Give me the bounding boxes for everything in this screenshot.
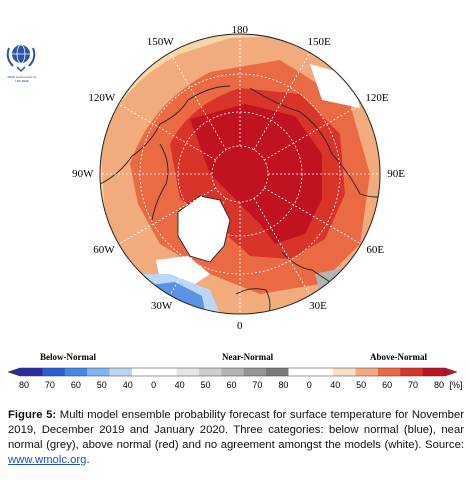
colorbar-swatch <box>422 368 446 376</box>
longitude-label-lon-30e: 30E <box>309 299 327 312</box>
colorbar-tick-label: 80 <box>19 380 29 390</box>
latitude-circle <box>177 111 303 237</box>
colorbar-tick-label: 0 <box>307 380 312 390</box>
longitude-label-lon-90e: 90E <box>387 168 406 180</box>
colorbar-tick-label: 40 <box>330 380 340 390</box>
meridian-line <box>264 103 362 161</box>
colorbar-swatch <box>355 368 379 376</box>
colorbar-swatch <box>176 368 200 376</box>
meridian-line <box>253 52 311 150</box>
longitude-label-lon-120e: 120E <box>365 91 389 104</box>
latitude-circle <box>139 73 341 275</box>
longitude-label-lon-150w: 150W <box>146 36 174 49</box>
near-normal-label: Near-Normal <box>222 352 274 362</box>
longitude-label-lon-120w: 120W <box>88 91 116 104</box>
colorbar-swatch <box>221 368 244 376</box>
figure-label: Figure 5: <box>8 409 57 421</box>
colorbar-swatch <box>310 368 334 376</box>
colorbar-swatch <box>87 368 110 376</box>
figure-caption: Figure 5: Multi model ensemble probabili… <box>8 408 464 468</box>
above-normal-high-probability-region <box>190 104 322 244</box>
colorbar-tick-label: 50 <box>201 380 211 390</box>
latitude-circle <box>211 145 269 203</box>
colorbar-swatch <box>20 368 43 376</box>
map-canvas <box>99 33 381 315</box>
colorbar-max-arrow <box>444 367 458 377</box>
longitude-label-lon-0: 0 <box>237 320 243 333</box>
colorbar-tick-label: 40 <box>123 380 133 390</box>
colorbar-tick-label: 80 <box>278 380 288 390</box>
north-america-coastline <box>100 85 231 185</box>
meridian-line <box>264 187 362 245</box>
colorbar-tick-label: 70 <box>45 380 55 390</box>
colorbar-swatch <box>243 368 267 376</box>
meridian-line <box>253 198 311 296</box>
colorbar-tick-label: 50 <box>356 380 366 390</box>
logo-line-1: WMO Lead Centre for <box>7 75 37 79</box>
wmo-emblem-icon <box>6 44 36 73</box>
source-link[interactable]: www.wmolc.org <box>8 454 87 466</box>
figure-caption-text: Multi model ensemble probability forecas… <box>8 409 465 451</box>
colorbar-swatch <box>198 368 222 376</box>
colorbar-swatch <box>42 368 66 376</box>
meridian-line <box>118 103 216 161</box>
colorbar-swatch <box>64 368 88 376</box>
colorbar-swatch <box>266 368 289 376</box>
siberia-coastline <box>249 87 380 198</box>
above-normal-label: Above-Normal <box>370 352 427 362</box>
longitude-label-lon-60w: 60W <box>93 244 115 257</box>
colorbar-tick-label: 50 <box>97 380 107 390</box>
colorbar-tick-label: 70 <box>408 380 418 390</box>
logo-line-2: LRF-MME <box>15 78 29 83</box>
colorbar-tick-label: 60 <box>382 380 392 390</box>
longitude-label-lon-90w: 90W <box>72 168 94 180</box>
colorbar-swatch <box>288 368 312 376</box>
wmo-logo <box>4 40 38 86</box>
logo-caption: WMO Lead Centre for LRF-MME <box>0 75 44 83</box>
meridian-line <box>169 198 227 296</box>
category-labels: Below-Normal Near-Normal Above-Normal <box>0 352 470 366</box>
colorbar-swatch <box>109 368 133 376</box>
polar-forecast-map: 180 150E 120E 90E 60E 30E 0 30W 60W 90W 120W 150W <box>60 24 420 346</box>
colorbar-tick-label: 60 <box>71 380 81 390</box>
colorbar-swatch <box>400 368 423 376</box>
colorbar-unit: [%] <box>449 380 462 390</box>
canadian-archipelago-coastline <box>151 143 169 221</box>
colorbar-outline <box>19 367 446 377</box>
graticule <box>100 34 380 314</box>
longitude-label-lon-180: 180 <box>231 24 249 36</box>
below-normal-label: Below-Normal <box>40 352 96 362</box>
meridian-line <box>118 187 216 245</box>
colorbar-swatch <box>154 368 177 376</box>
caption-end: . <box>86 454 90 466</box>
meridian-line <box>169 52 227 150</box>
map-boundary-circle <box>99 33 381 315</box>
colorbar-tick-label: 80 <box>434 380 444 390</box>
colorbar-tick-label: 60 <box>226 380 236 390</box>
colorbar-min-arrow <box>7 367 21 377</box>
longitude-label-lon-60e: 60E <box>366 244 385 257</box>
colorbar: 80 70 60 50 40 0 40 50 60 70 80 0 40 50 60 70 80 [%] <box>0 366 470 394</box>
longitude-label-lon-150e: 150E <box>307 36 331 49</box>
colorbar-swatch <box>131 368 155 376</box>
colorbar-tick-label: 0 <box>151 380 156 390</box>
colorbar-graphic: 80 70 60 50 40 0 40 50 60 70 80 0 40 50 60 70 80 [%] <box>7 367 463 390</box>
colorbar-swatch <box>377 368 401 376</box>
colorbar-swatch <box>333 368 356 376</box>
longitude-label-lon-30w: 30W <box>150 299 173 312</box>
colorbar-tick-label: 40 <box>175 380 185 390</box>
colorbar-tick-label: 70 <box>252 380 262 390</box>
